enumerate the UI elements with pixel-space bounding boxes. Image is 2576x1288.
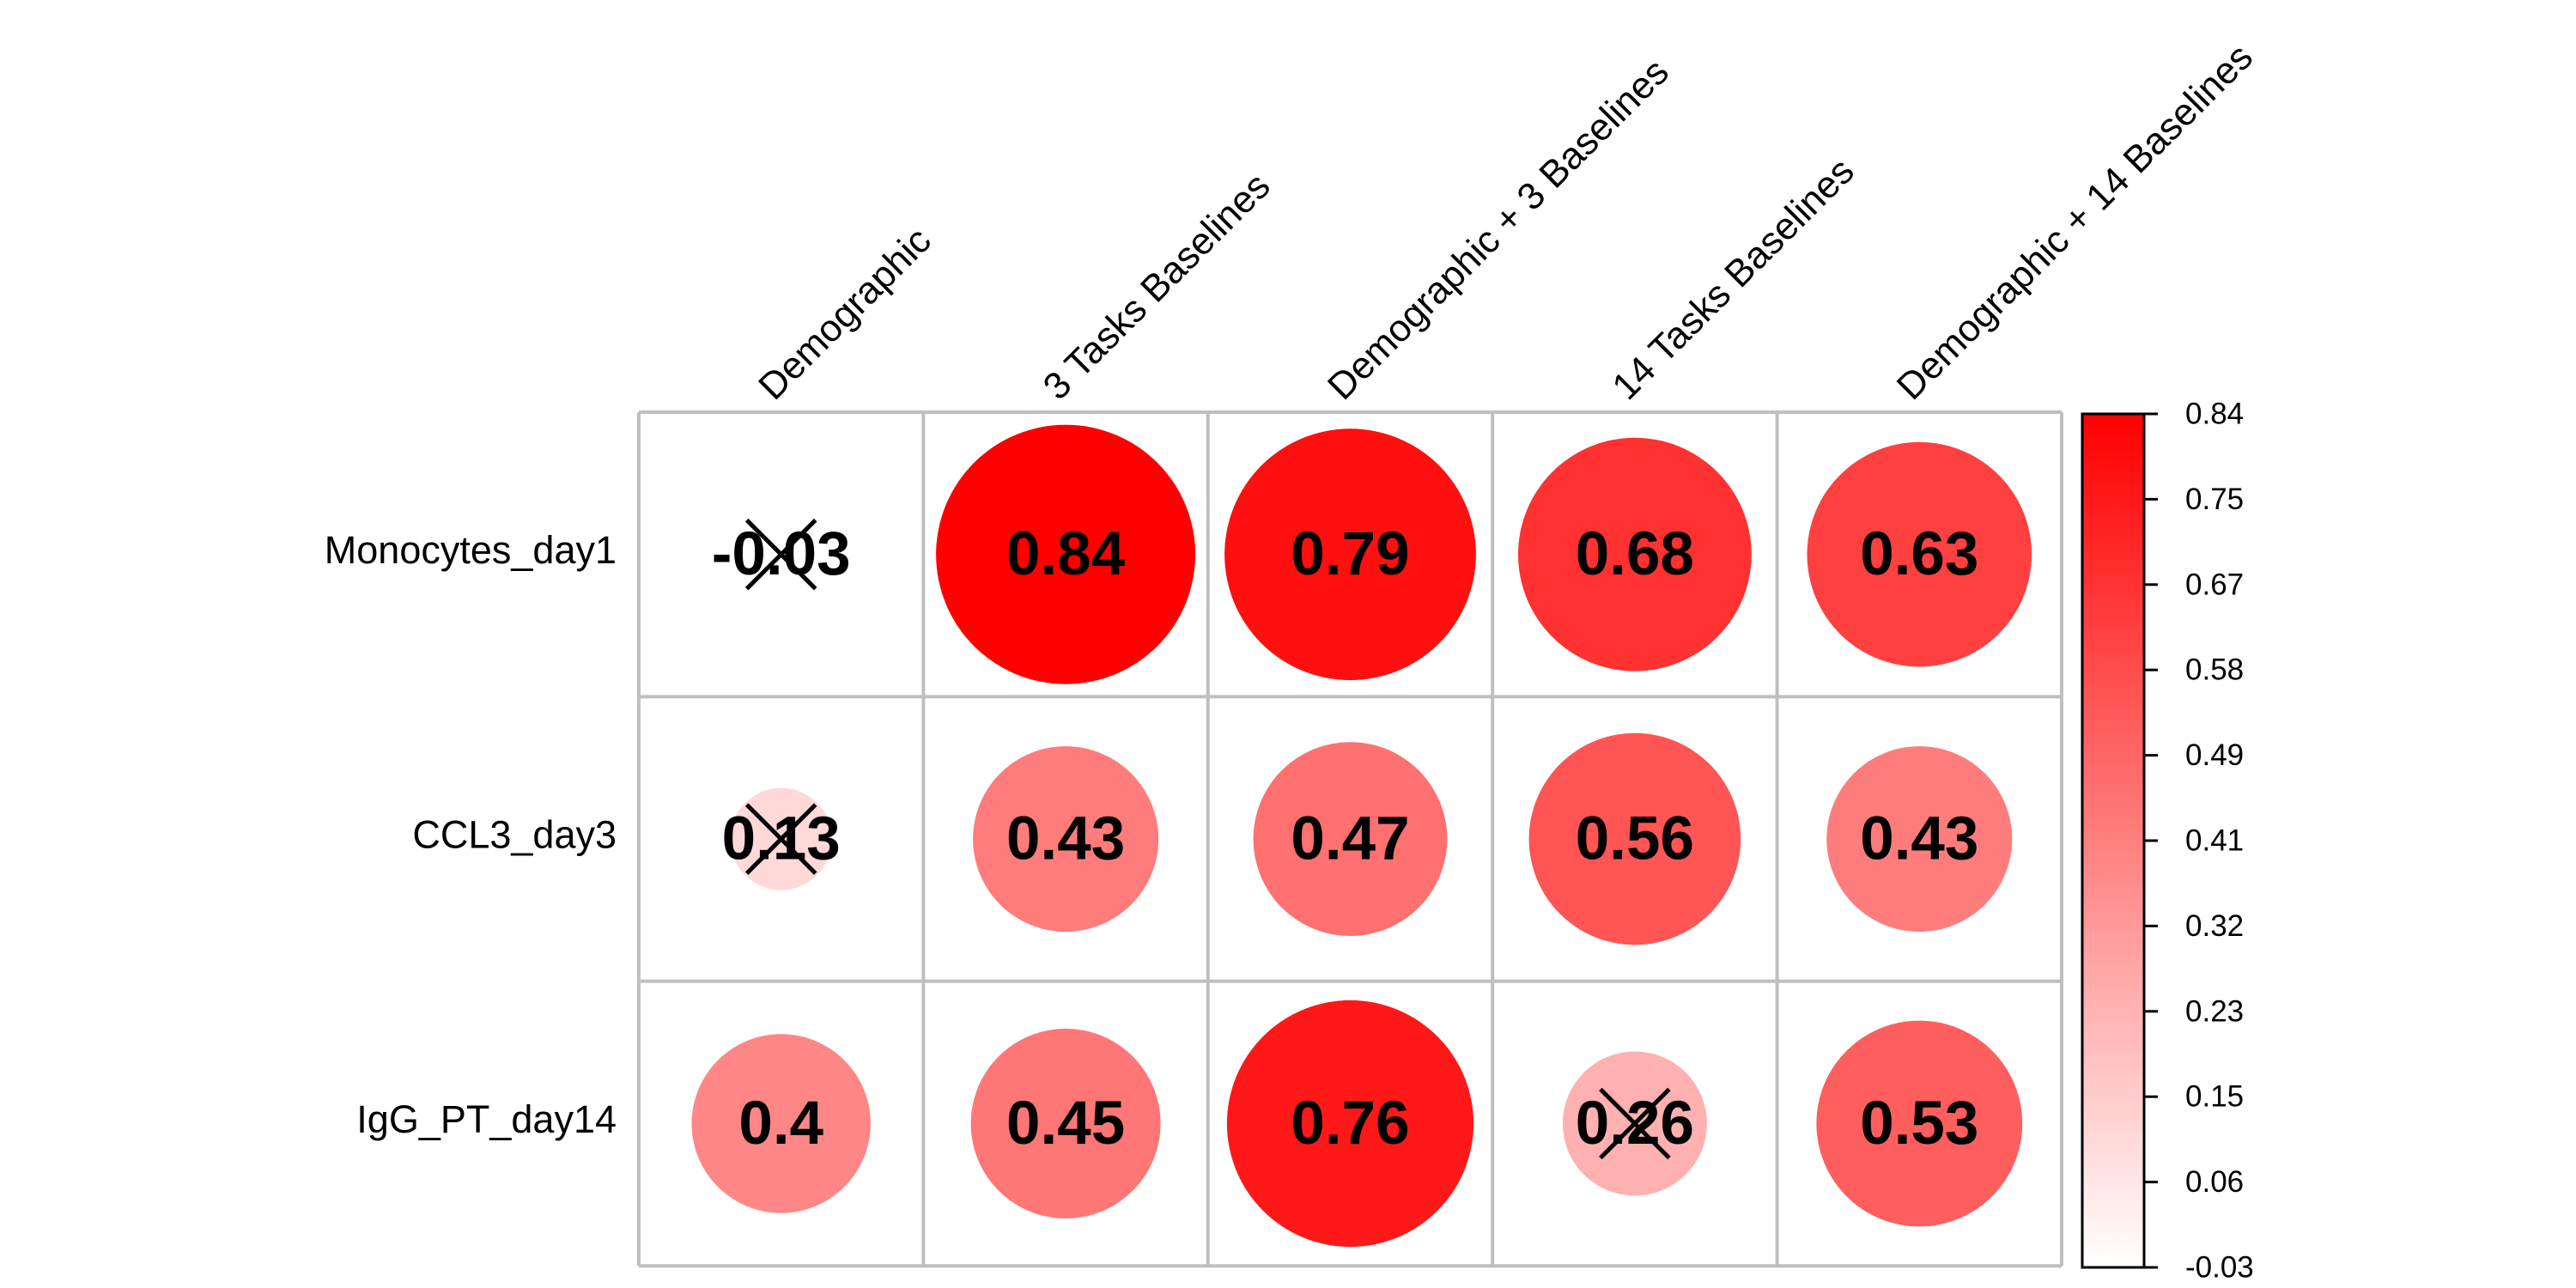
colorbar-tick-label: 0.41 [2185, 824, 2244, 858]
cross-mark [1599, 1087, 1671, 1160]
correlation-circle [1826, 746, 2013, 933]
row-label: CCL3_day3 [412, 813, 617, 857]
correlation-circle [970, 1029, 1161, 1218]
column-label: 3 Tasks Baselines [1036, 165, 1279, 408]
colorbar-tick-label: 0.58 [2185, 653, 2244, 687]
value-label: 0.79 [1291, 520, 1409, 588]
colorbar-tick-label: 0.84 [2185, 398, 2244, 431]
column-label: Demographic + 3 Baselines [1320, 51, 1677, 408]
value-label: 0.56 [1576, 805, 1694, 873]
value-label: 0.63 [1860, 520, 1978, 588]
colorbar-tick-label: 0.75 [2185, 483, 2244, 516]
grid [637, 410, 2063, 1268]
cross-mark [744, 518, 817, 591]
value-label: 0.76 [1291, 1090, 1409, 1157]
colorbar-tick-label: 0.67 [2185, 568, 2244, 601]
colorbar: 0.84 0.75 0.67 0.58 0.49 0.41 0.32 0.23 0.15 0.06… [2081, 398, 2254, 1285]
value-label: 0.84 [1006, 520, 1126, 588]
value-label: 0.68 [1576, 520, 1694, 588]
correlation-circle [1226, 999, 1474, 1248]
colorbar-tick-label: 0.49 [2185, 738, 2244, 772]
colorbar-tick-label: -0.03 [2185, 1251, 2254, 1285]
correlation-circle [973, 746, 1159, 933]
row-label: Monocytes_day1 [325, 528, 617, 572]
colorbar-tick-label: 0.23 [2185, 994, 2244, 1028]
correlation-circle [1518, 437, 1752, 671]
colorbar-tick-label: 0.15 [2185, 1080, 2244, 1114]
correlation-circle [1253, 742, 1448, 936]
colorbar-tick-label: 0.32 [2185, 909, 2244, 943]
correlation-circle [1224, 428, 1476, 681]
value-label: 0.43 [1860, 805, 1978, 873]
column-label: Demographic + 14 Baselines [1889, 36, 2261, 408]
colorbar-tick-label: 0.06 [2185, 1165, 2244, 1199]
column-labels: Demographic 3 Tasks Baselines Demographic … [750, 36, 2261, 408]
colorbar-gradient [2081, 412, 2146, 1269]
value-labels: -0.030.840.790.680.630.130.430.470.560.4… [712, 520, 1979, 1157]
value-label: 0.45 [1006, 1090, 1125, 1157]
correlation-circle [936, 424, 1196, 684]
cross-marks [744, 518, 1671, 1160]
value-label: 0.4 [738, 1090, 823, 1157]
column-label: 14 Tasks Baselines [1604, 150, 1862, 408]
value-label: 0.53 [1860, 1090, 1978, 1157]
correlation-circle [1807, 441, 2032, 667]
circle-markers [691, 424, 2032, 1248]
row-labels: Monocytes_day1 CCL3_day3 IgG_PT_day14 [325, 528, 617, 1141]
correlation-circle [1528, 732, 1741, 945]
row-label: IgG_PT_day14 [356, 1097, 617, 1141]
cross-mark [744, 803, 817, 875]
value-label: 0.47 [1291, 805, 1409, 873]
correlation-circle [1816, 1020, 2023, 1227]
column-label: Demographic [750, 219, 939, 408]
value-label: 0.43 [1006, 805, 1125, 873]
correlation-circle [691, 1034, 871, 1213]
